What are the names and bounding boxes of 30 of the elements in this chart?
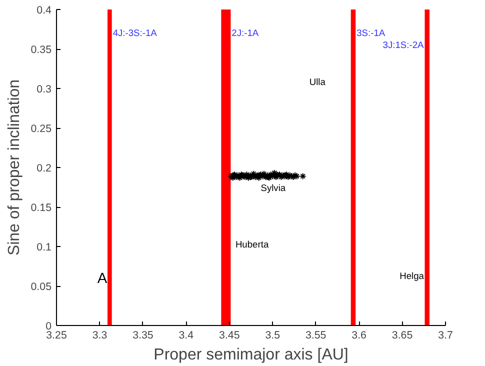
x-tick-label: 3.4: [178, 330, 194, 342]
x-axis-title: Proper semimajor axis [AU]: [154, 346, 348, 364]
x-tick-label: 3.65: [392, 330, 413, 342]
y-tick-label: 0.35: [30, 44, 52, 56]
annotation: Ulla: [309, 77, 326, 88]
annotation: A: [97, 271, 108, 288]
band-label: 3S:-1A: [356, 28, 386, 38]
annotation: Sylvia: [260, 183, 286, 194]
y-tick-label: 0.3: [36, 84, 52, 96]
y-axis-title: Sine of proper inclination: [6, 79, 23, 256]
x-tick-label: 3.35: [132, 330, 154, 342]
x-tick-label: 3.55: [305, 330, 326, 342]
x-tick-label: 3.7: [438, 330, 453, 342]
y-tick-label: 0.25: [30, 123, 52, 135]
y-tick-label: 0: [46, 320, 52, 332]
annotation: Huberta: [235, 239, 270, 250]
x-tick-label: 3.5: [265, 330, 280, 342]
band-label: 3J:1S:-2A: [382, 40, 425, 50]
y-tick-label: 0.1: [36, 242, 52, 254]
x-tick-label: 3.6: [352, 330, 367, 342]
x-tick-label: 3.25: [46, 330, 67, 342]
x-tick-label: 3.45: [219, 330, 240, 342]
y-tick-label: 0.4: [36, 4, 52, 16]
y-tick-label: 0.05: [30, 281, 52, 293]
y-tick-label: 0.2: [36, 162, 52, 174]
band-label: 4J:-3S:-1A: [112, 28, 158, 38]
y-tick-label: 0.15: [30, 202, 52, 214]
band-label: 2J:-1A: [232, 28, 260, 38]
x-tick-label: 3.3: [92, 330, 108, 342]
annotation: Helga: [400, 270, 425, 281]
